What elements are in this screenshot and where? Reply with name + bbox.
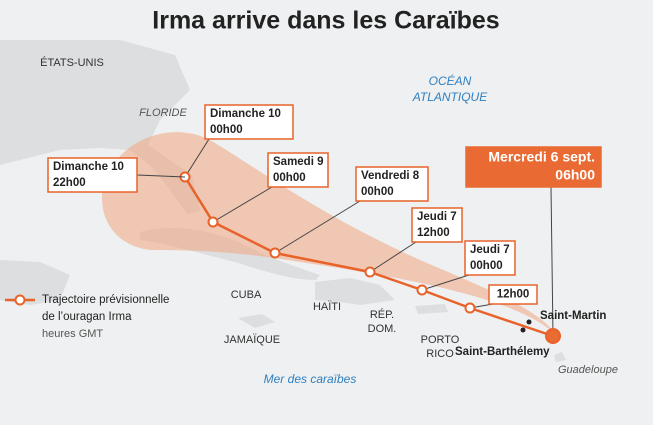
island-label: Saint-Barthélemy <box>455 346 550 358</box>
legend-dot <box>14 294 26 306</box>
place-label: PORTO <box>421 334 460 346</box>
track-box <box>411 207 463 243</box>
track-day: Jeudi 7 <box>417 211 457 223</box>
track-box <box>47 157 138 193</box>
puerto-rico <box>415 304 448 314</box>
track-point <box>207 216 219 228</box>
track-connector <box>136 174 186 178</box>
track-time: 00h00 <box>210 124 243 136</box>
track-time: 00h00 <box>273 172 306 184</box>
place-label: JAMAÏQUE <box>224 334 280 346</box>
place-label: HAÏTI <box>313 301 341 313</box>
water-label: Mer des caraïbes <box>264 372 357 386</box>
place-label: ÉTATS-UNIS <box>40 56 104 69</box>
mexico <box>0 260 70 305</box>
track-box <box>267 152 329 188</box>
usa <box>0 40 200 215</box>
track-point <box>416 284 428 296</box>
hispaniola <box>315 278 395 305</box>
island-dot <box>526 319 532 325</box>
track-connector <box>369 241 417 273</box>
track-box <box>204 104 294 140</box>
track-box <box>488 284 538 305</box>
legend-text: Trajectoire prévisionnelle <box>42 294 169 306</box>
track-point <box>464 302 476 314</box>
track-day: Dimanche 10 <box>210 108 281 120</box>
track-time: 12h00 <box>417 227 450 239</box>
floride-label: FLORIDE <box>139 107 187 119</box>
forecast-cone <box>102 132 556 335</box>
track-point <box>545 328 561 344</box>
track-time: 00h00 <box>470 260 503 272</box>
guadeloupe-land <box>554 352 566 362</box>
island-dot <box>520 327 526 333</box>
track-connector <box>421 274 470 291</box>
place-label: DOM. <box>368 323 397 335</box>
track-day: Vendredi 8 <box>361 170 420 182</box>
track-time: 22h00 <box>53 177 86 189</box>
track-point <box>364 266 376 278</box>
place-label: RÉP. <box>370 308 394 321</box>
place-label: CUBA <box>231 289 262 301</box>
track-box <box>465 146 602 188</box>
track-day: Samedi 9 <box>273 156 324 168</box>
track-day: Dimanche 10 <box>53 161 124 173</box>
track-time: 00h00 <box>361 186 394 198</box>
legend-text: de l’ouragan Irma <box>42 311 132 323</box>
island-label: Guadeloupe <box>558 364 618 376</box>
track-day: Mercredi 6 sept. <box>488 149 595 165</box>
track-time: 06h00 <box>555 167 595 183</box>
track-box <box>464 240 516 276</box>
track-day: Jeudi 7 <box>470 244 510 256</box>
track-connector <box>550 186 554 337</box>
place-label: RICO <box>426 348 454 360</box>
title: Irma arrive dans les Caraïbes <box>152 7 499 35</box>
island-label: Saint-Martin <box>540 310 606 322</box>
track-connector <box>212 186 273 223</box>
track-box <box>355 166 429 202</box>
track-connector <box>184 138 210 178</box>
jamaica <box>238 314 275 328</box>
track-connector <box>274 200 361 254</box>
water-label: OCÉAN <box>429 73 472 88</box>
water-label: ATLANTIQUE <box>412 90 488 104</box>
track-point <box>269 247 281 259</box>
track-time: 12h00 <box>497 289 530 301</box>
legend-note: heures GMT <box>42 328 103 340</box>
